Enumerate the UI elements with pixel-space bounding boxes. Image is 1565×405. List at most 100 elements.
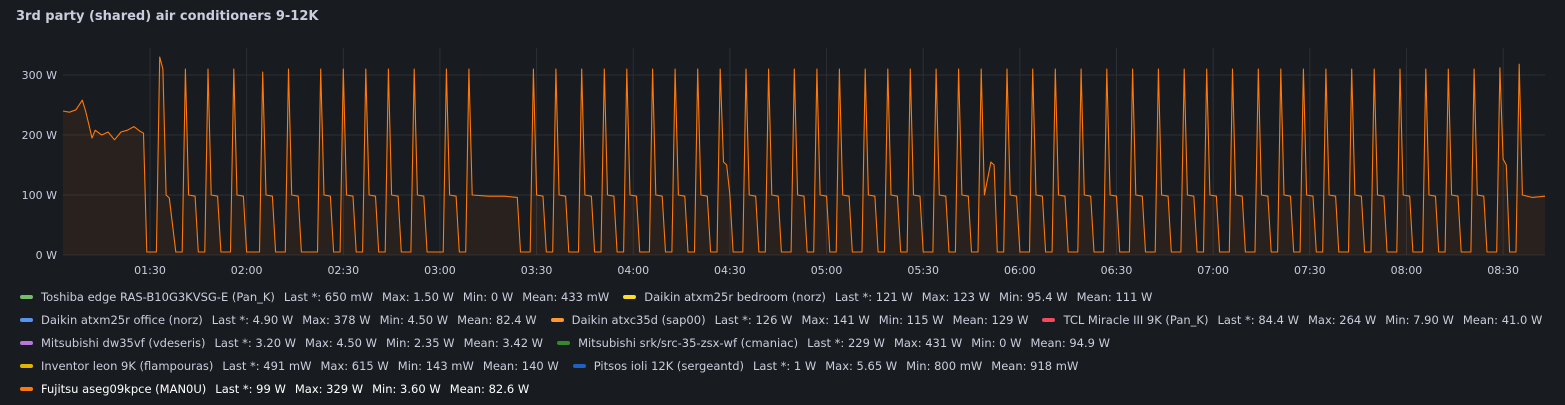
- legend-stat: Max: 5.65 W: [825, 359, 898, 373]
- legend-stat: Mean: 3.42 W: [463, 336, 544, 350]
- x-tick-label: 08:00: [1391, 264, 1423, 277]
- legend-series-name: TCL Miracle III 9K (Pan_K): [1063, 313, 1209, 327]
- legend-stat: Max: 1.50 W: [381, 290, 454, 304]
- legend-stat: Max: 123 W: [921, 290, 991, 304]
- x-tick-label: 06:00: [1004, 264, 1036, 277]
- legend-swatch: [20, 340, 33, 345]
- legend-row: Mitsubishi dw35vf (vdeseris) Last *: 3.20…: [20, 332, 1550, 355]
- legend-stat: Last *: 650 mW: [283, 290, 373, 304]
- legend-series-name: Mitsubishi dw35vf (vdeseris): [41, 336, 206, 350]
- legend-stat: Last *: 126 W: [714, 313, 793, 327]
- x-tick-label: 05:00: [811, 264, 843, 277]
- x-tick-label: 03:30: [521, 264, 553, 277]
- x-axis: 01:30 02:00 02:30 03:00 03:30 04:00 04:30 05:00…: [134, 264, 1519, 277]
- legend-item[interactable]: Mitsubishi srk/src-35-zsx-wf (cmaniac) La…: [557, 332, 1110, 355]
- legend-stat: Mean: 82.4 W: [457, 313, 537, 327]
- series-area: [63, 57, 1545, 255]
- legend-stat: Max: 264 W: [1307, 313, 1377, 327]
- legend-stat: Max: 431 W: [893, 336, 963, 350]
- legend-stat: Max: 378 W: [302, 313, 371, 327]
- legend-stat: Mean: 41.0 W: [1462, 313, 1543, 327]
- legend-item[interactable]: Daikin atxc35d (sap00) Last *: 126 W Max: …: [550, 309, 1029, 332]
- y-tick-label: 0 W: [36, 249, 57, 262]
- legend-item[interactable]: Daikin atxm25r office (norz) Last *: 4.90…: [20, 309, 537, 332]
- y-tick-label: 300 W: [22, 69, 57, 82]
- legend-series-name: Daikin atxm25r bedroom (norz): [644, 290, 826, 304]
- x-tick-label: 05:30: [907, 264, 939, 277]
- legend-stat: Max: 4.50 W: [305, 336, 377, 350]
- x-tick-label: 04:30: [714, 264, 746, 277]
- legend-stat: Mean: 918 mW: [991, 359, 1079, 373]
- y-tick-label: 200 W: [22, 129, 57, 142]
- legend-item[interactable]: TCL Miracle III 9K (Pan_K) Last *: 84.4 W…: [1042, 309, 1542, 332]
- legend-stat: Min: 4.50 W: [379, 313, 449, 327]
- x-tick-label: 07:30: [1294, 264, 1326, 277]
- legend: Toshiba edge RAS-B10G3KVSG-E (Pan_K) Last…: [20, 286, 1550, 401]
- legend-swatch: [20, 294, 33, 299]
- legend-stat: Min: 2.35 W: [385, 336, 455, 350]
- legend-row: Inventor leon 9K (flampouras) Last *: 491…: [20, 355, 1550, 378]
- legend-swatch: [20, 363, 33, 368]
- legend-stat: Min: 0 W: [971, 336, 1022, 350]
- legend-item[interactable]: Mitsubishi dw35vf (vdeseris) Last *: 3.20…: [20, 332, 543, 355]
- legend-row: Daikin atxm25r office (norz) Last *: 4.90…: [20, 309, 1550, 332]
- legend-swatch: [20, 317, 33, 322]
- panel-title: 3rd party (shared) air conditioners 9-12…: [16, 9, 319, 24]
- legend-swatch: [20, 386, 33, 391]
- grid: [63, 48, 1545, 256]
- legend-series-name: Inventor leon 9K (flampouras): [41, 359, 214, 373]
- legend-stat: Mean: 82.6 W: [449, 382, 530, 396]
- legend-item[interactable]: Toshiba edge RAS-B10G3KVSG-E (Pan_K) Last…: [20, 286, 609, 309]
- x-tick-label: 02:30: [327, 264, 359, 277]
- legend-stat: Last *: 4.90 W: [211, 313, 294, 327]
- legend-item[interactable]: Daikin atxm25r bedroom (norz) Last *: 121…: [623, 286, 1152, 309]
- x-tick-label: 08:30: [1487, 264, 1519, 277]
- legend-swatch: [572, 363, 586, 368]
- x-tick-label: 01:30: [134, 264, 166, 277]
- legend-stat: Last *: 229 W: [807, 336, 885, 350]
- legend-item[interactable]: Inventor leon 9K (flampouras) Last *: 491…: [20, 355, 559, 378]
- legend-stat: Min: 95.4 W: [999, 290, 1068, 304]
- legend-row: Toshiba edge RAS-B10G3KVSG-E (Pan_K) Last…: [20, 286, 1550, 309]
- y-axis: 0 W 100 W 200 W 300 W: [22, 69, 57, 262]
- legend-item[interactable]: Pitsos ioli 12K (sergeantd) Last *: 1 W Ma…: [572, 355, 1079, 378]
- legend-stat: Mean: 111 W: [1076, 290, 1153, 304]
- y-tick-label: 100 W: [22, 189, 57, 202]
- legend-stat: Last *: 121 W: [834, 290, 913, 304]
- series-layer: [62, 56, 1546, 255]
- legend-stat: Min: 7.90 W: [1385, 313, 1454, 327]
- legend-item[interactable]: Fujitsu aseg09kpce (MAN0U) Last *: 99 W Ma…: [20, 378, 529, 401]
- legend-swatch: [623, 294, 637, 299]
- legend-series-name: Daikin atxc35d (sap00): [571, 313, 706, 327]
- legend-series-name: Pitsos ioli 12K (sergeantd): [593, 359, 744, 373]
- legend-swatch: [557, 340, 571, 345]
- legend-series-name: Daikin atxm25r office (norz): [41, 313, 203, 327]
- legend-stat: Mean: 94.9 W: [1030, 336, 1111, 350]
- x-tick-label: 06:30: [1101, 264, 1133, 277]
- x-tick-label: 04:00: [617, 264, 649, 277]
- legend-row: Fujitsu aseg09kpce (MAN0U) Last *: 99 W Ma…: [20, 378, 1550, 401]
- x-tick-label: 02:00: [231, 264, 263, 277]
- legend-series-name: Mitsubishi srk/src-35-zsx-wf (cmaniac): [578, 336, 799, 350]
- legend-stat: Min: 3.60 W: [372, 382, 441, 396]
- series-line-fujitsu[interactable]: [62, 56, 1546, 253]
- legend-stat: Last *: 3.20 W: [214, 336, 297, 350]
- legend-swatch: [550, 317, 564, 322]
- legend-swatch: [1042, 317, 1056, 322]
- legend-stat: Min: 115 W: [878, 313, 944, 327]
- legend-stat: Last *: 1 W: [753, 359, 817, 373]
- legend-stat: Last *: 99 W: [215, 382, 286, 396]
- legend-stat: Max: 141 W: [801, 313, 870, 327]
- legend-stat: Mean: 140 W: [482, 359, 559, 373]
- x-tick-label: 07:00: [1197, 264, 1229, 277]
- legend-stat: Mean: 129 W: [952, 313, 1029, 327]
- legend-stat: Last *: 491 mW: [222, 359, 312, 373]
- legend-stat: Last *: 84.4 W: [1217, 313, 1299, 327]
- legend-series-name: Toshiba edge RAS-B10G3KVSG-E (Pan_K): [41, 290, 275, 304]
- legend-stat: Min: 143 mW: [397, 359, 474, 373]
- legend-stat: Min: 800 mW: [906, 359, 983, 373]
- legend-stat: Min: 0 W: [462, 290, 514, 304]
- legend-stat: Max: 615 W: [320, 359, 389, 373]
